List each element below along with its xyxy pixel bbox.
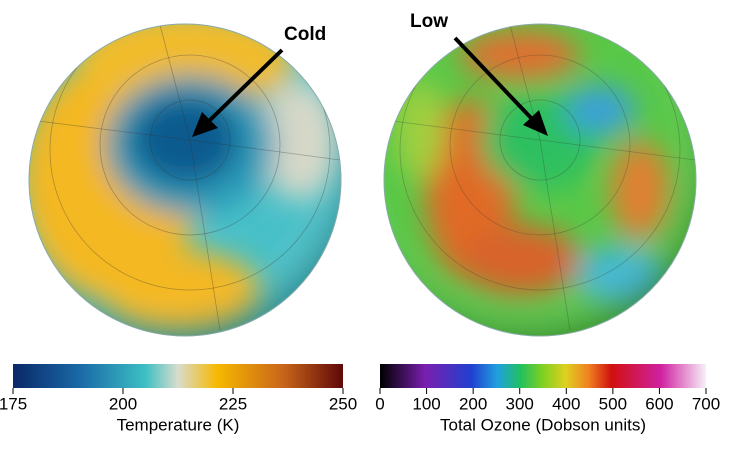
temperature-globe bbox=[28, 23, 342, 337]
tick-label: 400 bbox=[552, 394, 580, 413]
tick-label: 200 bbox=[459, 394, 487, 413]
colorbar bbox=[13, 364, 343, 388]
tick-label: 250 bbox=[329, 394, 357, 413]
tick-label: 200 bbox=[109, 394, 137, 413]
annotation: Low bbox=[410, 11, 448, 32]
arrows bbox=[192, 36, 548, 137]
colorbar-label: Total Ozone (Dobson units) bbox=[440, 415, 646, 434]
annotation: Cold bbox=[284, 24, 326, 45]
tick-label: 175 bbox=[0, 394, 27, 413]
tick-label: 0 bbox=[375, 394, 384, 413]
tick-label: 300 bbox=[506, 394, 534, 413]
ozone-globe bbox=[383, 23, 697, 337]
tick-label: 100 bbox=[412, 394, 440, 413]
tick-label: 225 bbox=[219, 394, 247, 413]
colorbar bbox=[380, 364, 706, 388]
tick-label: 500 bbox=[599, 394, 627, 413]
tick-label: 700 bbox=[692, 394, 720, 413]
tick-label: 600 bbox=[645, 394, 673, 413]
colorbar-label: Temperature (K) bbox=[117, 415, 240, 434]
